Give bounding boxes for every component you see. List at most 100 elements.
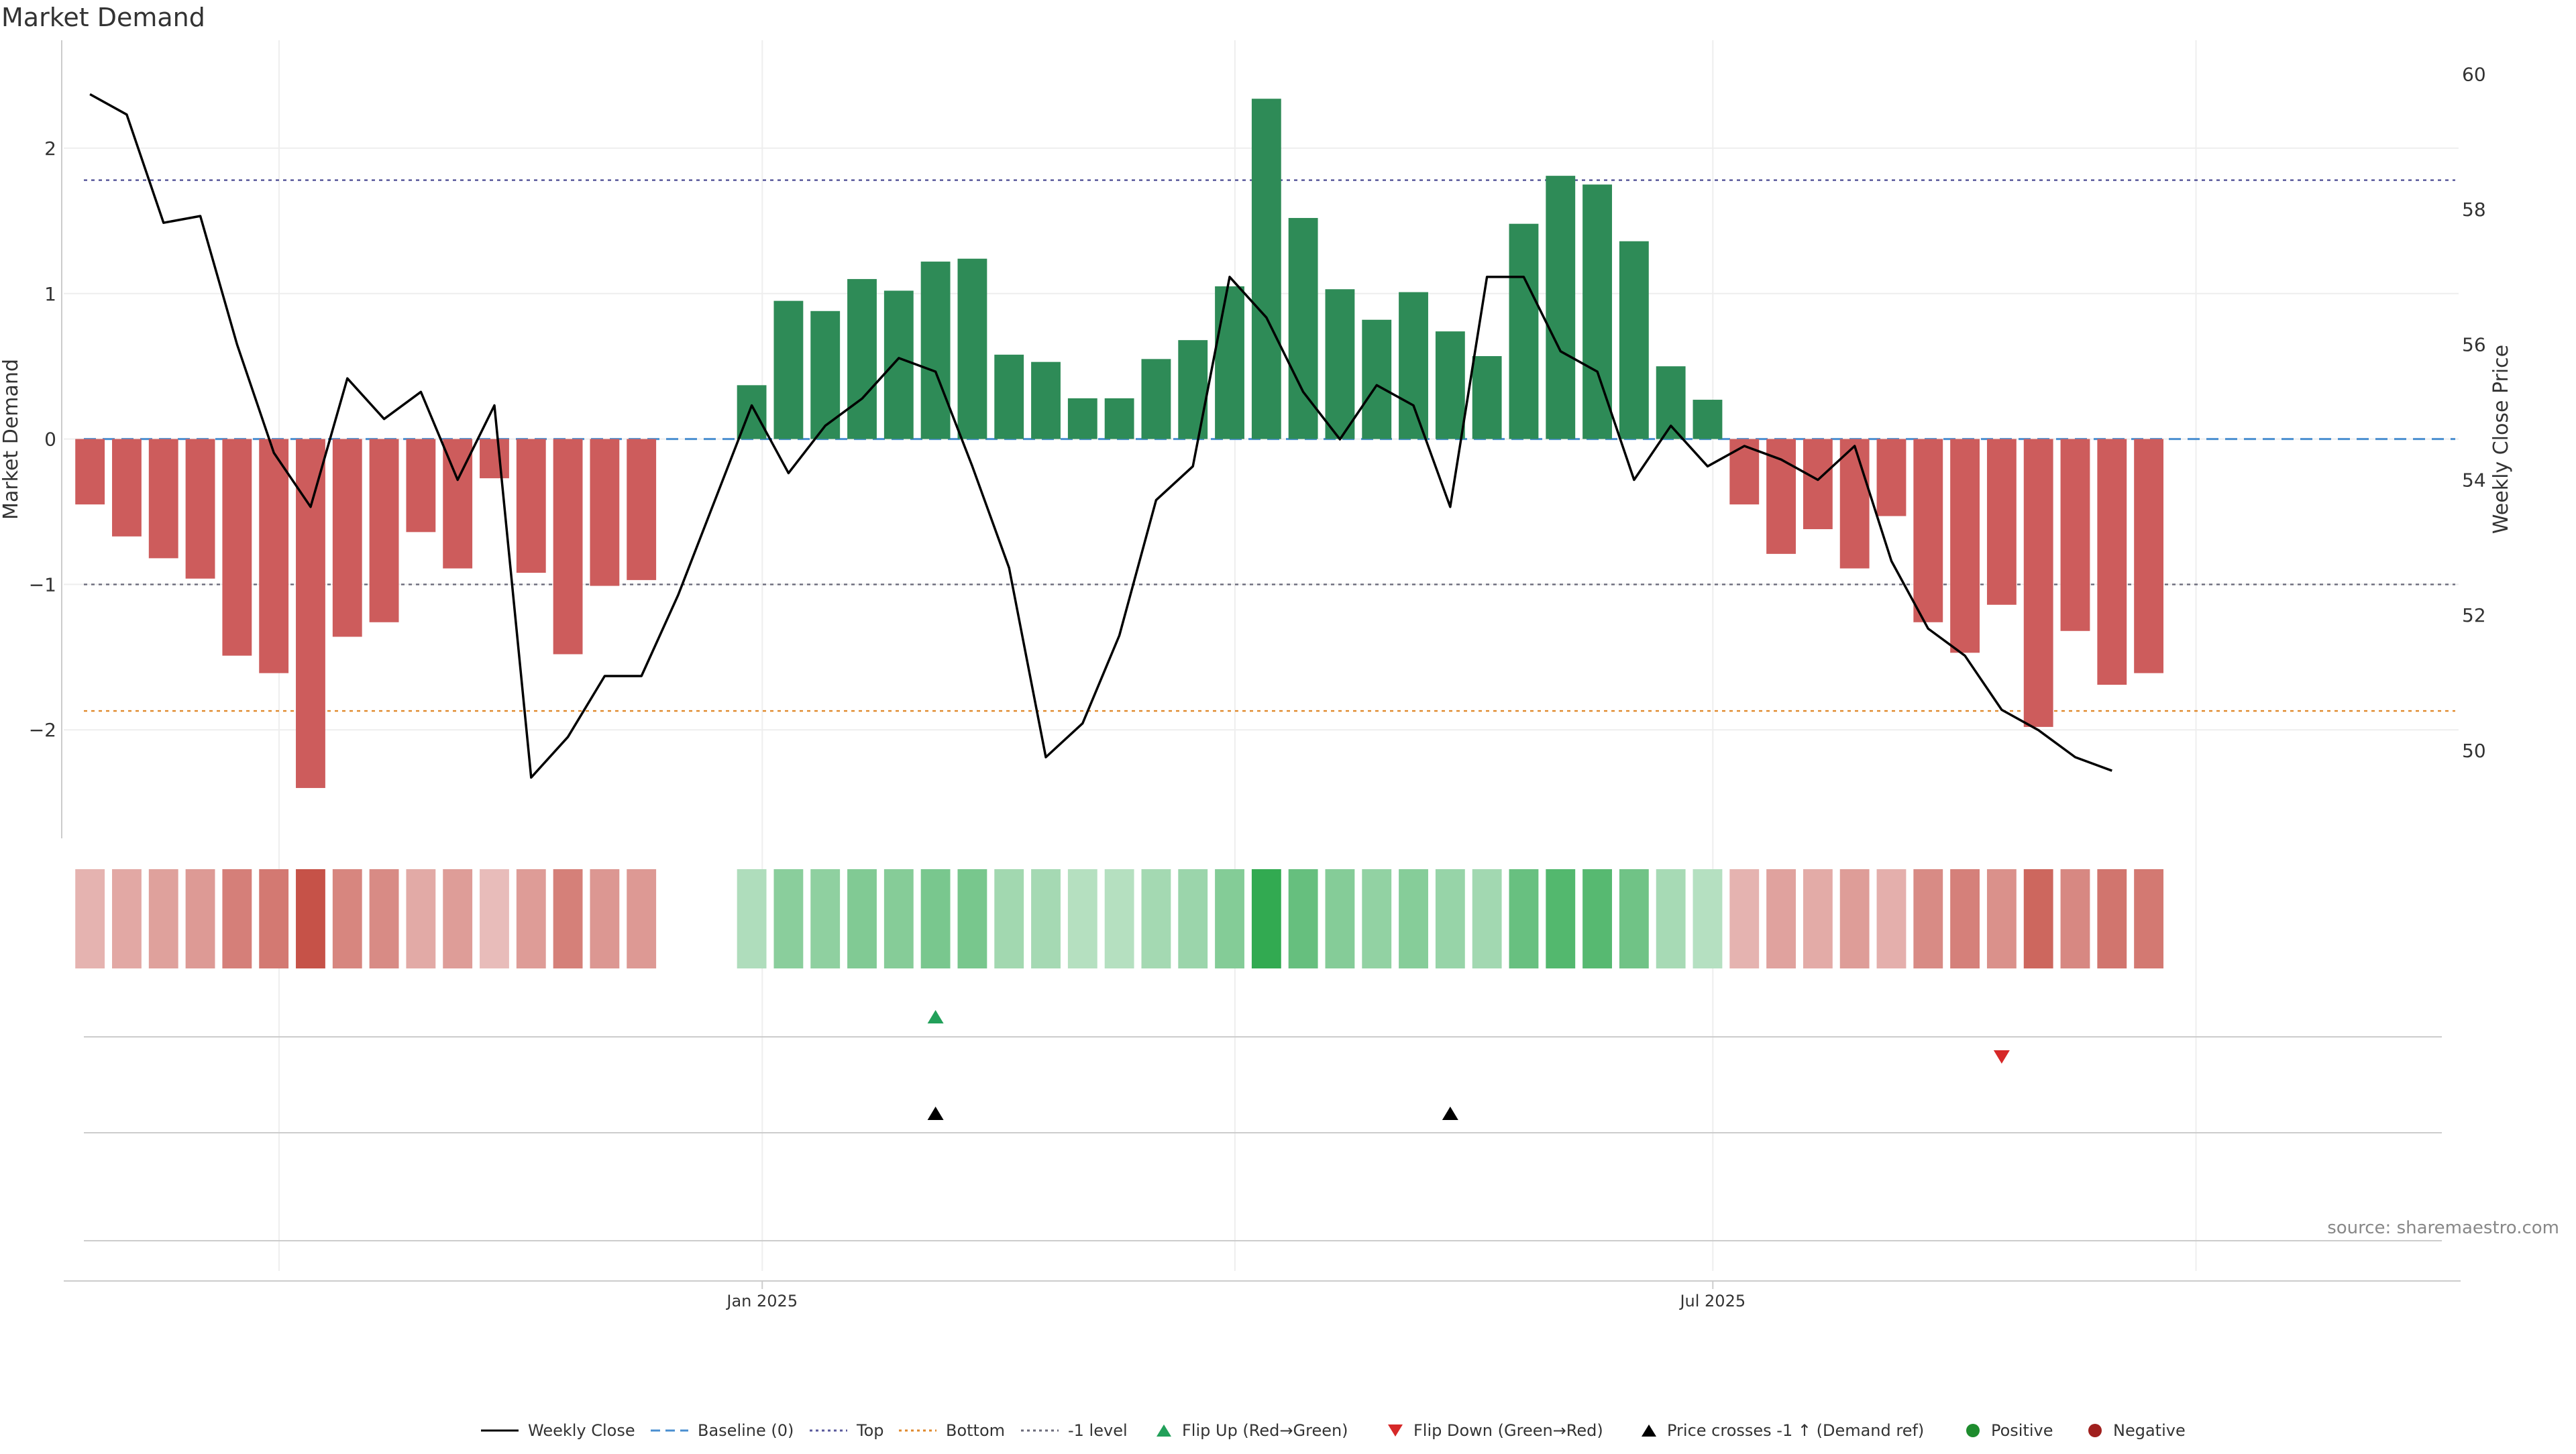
demand-bar [1362,319,1392,439]
heat-cell [2097,869,2127,968]
heat-cell [1876,869,1907,968]
heat-cell [847,869,877,968]
demand-bar [590,439,620,586]
price-line-layer [89,93,2112,779]
demand-bar [1582,184,1612,439]
legend-label: Positive [1991,1421,2053,1440]
demand-bar [2097,439,2127,685]
heat-cell [1031,869,1061,968]
heat-cell [1546,869,1576,968]
heat-cell [810,869,841,968]
heat-cell [590,869,620,968]
heat-cell [185,869,215,968]
legend-marker [1642,1424,1656,1437]
legend-item: Positive [1963,1420,2053,1441]
demand-bar [1067,398,1097,439]
heat-cell [1104,869,1134,968]
heat-cell [222,869,252,968]
heat-cell [1509,869,1539,968]
heat-cell [480,869,509,968]
demand-bar [1876,439,1907,516]
demand-bar [1546,176,1576,439]
demand-bar [1141,359,1171,439]
heat-cell [627,869,657,968]
y-tick-label: −2 [29,719,56,741]
demand-bar [920,262,951,439]
legend-item: Flip Down (Green→Red) [1385,1420,1603,1441]
demand-bars [75,99,2164,788]
legend-item: Price crosses -1 ↑ (Demand ref) [1639,1420,1924,1441]
heat-cell [1435,869,1465,968]
heat-cell [148,869,178,968]
demand-bar [332,439,362,637]
heat-cell [737,869,767,968]
y-tick-label: −1 [29,573,56,596]
heat-cell [1582,869,1612,968]
demand-bar [1509,223,1539,439]
heat-cell [1399,869,1428,968]
demand-bar [2023,439,2053,727]
price-cross-marker [1442,1107,1458,1120]
legend-marker [899,1429,936,1432]
heat-cell [1362,869,1392,968]
legend-item: Weekly Close [480,1420,635,1441]
demand-bar [516,439,546,573]
event-rows [64,1010,2461,1282]
heat-cell [994,869,1024,968]
demand-bar [185,439,215,579]
legend-label: Flip Down (Green→Red) [1413,1421,1603,1440]
demand-bar [1656,366,1686,439]
heat-cell [1693,869,1723,968]
demand-bar [1693,400,1723,439]
demand-bar [773,300,804,439]
legend-item: Top [808,1420,884,1441]
heat-cell [112,869,142,968]
heat-cell [259,869,289,968]
demand-bar [480,439,509,479]
legend-item: Baseline (0) [649,1420,794,1441]
demand-bar [1472,355,1502,439]
legend-label: Baseline (0) [698,1421,794,1440]
demand-bar [1913,439,1943,622]
legend-label: Weekly Close [528,1421,635,1440]
demand-bar [406,439,436,533]
demand-bar [627,439,657,580]
demand-bar [1215,286,1244,439]
heat-cell [1215,869,1244,968]
demand-bar [1251,99,1281,439]
heat-cell [516,869,546,968]
heat-cell [1251,869,1281,968]
demand-bar [1104,398,1134,439]
heat-cell [2060,869,2090,968]
heat-cell [1288,869,1318,968]
demand-bar [1766,439,1796,554]
demand-bar [1325,289,1355,439]
heat-cell [406,869,436,968]
demand-bar [296,439,325,788]
flip-down-marker [1993,1050,2010,1064]
demand-bar [2134,439,2164,673]
heat-cell [553,869,583,968]
heat-cell [1325,869,1355,968]
demand-bar [994,354,1024,439]
legend-marker [1157,1424,1171,1437]
legend-marker [481,1429,519,1432]
legend-item: Negative [2085,1420,2186,1441]
heat-cell [1729,869,1760,968]
heat-cell [332,869,362,968]
demand-bar [148,439,178,559]
x-tick-label: Jan 2025 [725,1292,798,1310]
heat-cell [1839,869,1870,968]
y-tick-label: 2 [44,137,56,160]
heat-cell [920,869,951,968]
heat-cell [957,869,987,968]
axes: −2 −1 0 1 2 50 52 54 56 58 60 Jan 2025 Jul 2025 [29,40,2486,1310]
heat-cell [443,869,473,968]
y2-tick-label: 54 [2462,469,2486,491]
legend-item: -1 level [1020,1420,1128,1441]
legend-marker [1388,1424,1403,1437]
heat-cell [1472,869,1502,968]
legend-label: -1 level [1068,1421,1128,1440]
demand-bar [1288,218,1318,439]
legend-marker [1021,1429,1059,1432]
